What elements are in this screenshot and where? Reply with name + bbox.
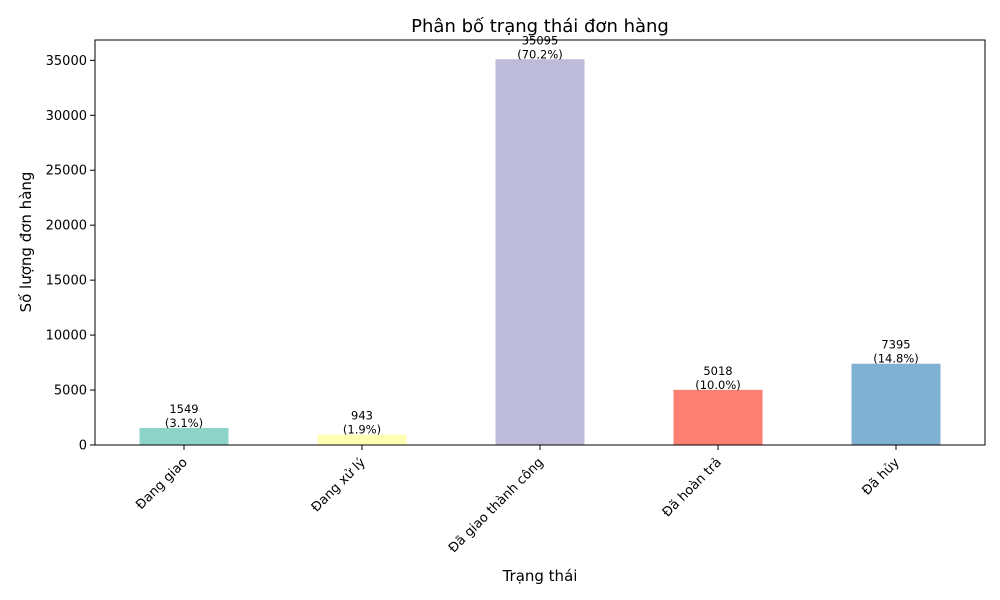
plot-frame	[94, 39, 986, 446]
y-tick-label: 35000	[46, 54, 87, 69]
bar-value-label: 943	[351, 409, 373, 423]
y-tick-label: 10000	[46, 329, 87, 344]
bar-percent-label: (14.8%)	[873, 352, 919, 366]
y-tick-label: 5000	[54, 384, 87, 399]
bar-percent-label: (1.9%)	[343, 423, 381, 437]
x-axis-label: Trạng thái	[502, 567, 578, 585]
y-tick-label: 30000	[46, 109, 87, 124]
bar-percent-label: (10.0%)	[695, 378, 741, 392]
y-tick-label: 20000	[46, 219, 87, 234]
bar-percent-label: (3.1%)	[165, 416, 203, 430]
bar	[673, 389, 763, 445]
bar-percent-label: (70.2%)	[517, 47, 563, 61]
x-tick-label: Đang giao	[133, 455, 191, 513]
bar-value-label: 7395	[881, 338, 910, 352]
plot-area: 1549(3.1%) Đang giao 943(1.9%) Đang xử lý 35…	[46, 33, 986, 556]
bar	[851, 363, 941, 445]
y-tick-label: 15000	[46, 274, 87, 289]
y-tick-label: 25000	[46, 164, 87, 179]
bar-value-label: 1549	[169, 402, 198, 416]
bar	[139, 427, 229, 445]
bar	[495, 59, 585, 445]
x-tick-label: Đã hoàn trả	[660, 455, 725, 520]
bar	[317, 434, 407, 445]
chart-title: Phân bố trạng thái đơn hàng	[411, 16, 669, 37]
x-tick-label: Đã giao thành công	[446, 455, 547, 556]
y-tick-label: 0	[79, 439, 87, 454]
x-tick-label: Đang xử lý	[309, 455, 369, 515]
bar-value-label: 5018	[703, 364, 732, 378]
x-tick-label: Đã hủy	[859, 455, 903, 499]
y-axis-label: Số lượng đơn hàng	[17, 172, 35, 313]
